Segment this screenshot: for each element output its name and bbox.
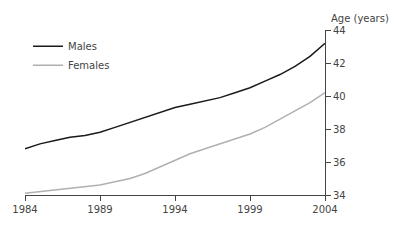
svg-text:Females: Females xyxy=(68,60,109,71)
svg-text:42: 42 xyxy=(333,58,346,69)
svg-text:1999: 1999 xyxy=(237,204,262,215)
svg-text:36: 36 xyxy=(333,157,346,168)
svg-text:1994: 1994 xyxy=(162,204,187,215)
svg-text:1984: 1984 xyxy=(12,204,37,215)
svg-text:40: 40 xyxy=(333,91,346,102)
svg-text:34: 34 xyxy=(333,190,346,201)
svg-text:Males: Males xyxy=(68,41,97,52)
svg-text:2004: 2004 xyxy=(312,204,337,215)
svg-text:Age (years): Age (years) xyxy=(331,13,389,24)
svg-text:44: 44 xyxy=(333,25,346,36)
svg-text:1989: 1989 xyxy=(87,204,112,215)
svg-text:38: 38 xyxy=(333,124,346,135)
